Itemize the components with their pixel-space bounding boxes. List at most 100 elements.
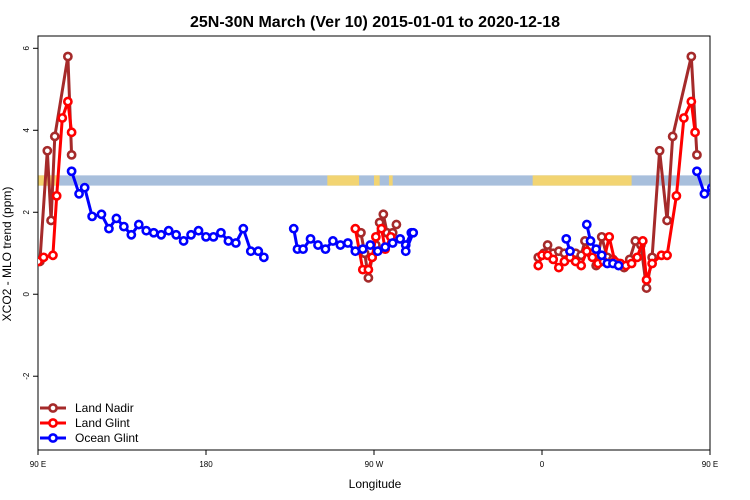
y-tick-label: 0 [22,291,31,296]
data-point [126,229,137,240]
data-point [542,240,553,250]
data-point [395,234,406,244]
data-point [690,127,700,138]
data-point [111,213,122,224]
data-point [647,258,658,269]
data-point [626,258,637,269]
data-point [596,250,607,261]
x-tick-label: 90 E [702,460,718,469]
data-point [641,283,652,293]
map-band-land [374,175,380,186]
data-point [738,215,745,222]
data-point [662,215,672,226]
data-point [533,260,544,271]
data-point [245,246,256,257]
data-point [363,264,374,275]
data-point [367,252,378,263]
data-point [706,183,710,193]
data-point [171,229,182,240]
data-point [48,250,58,261]
data-point [238,223,249,234]
data-point [208,231,219,242]
data-point [38,252,49,263]
data-point [576,260,587,271]
series-land-glint [38,96,700,285]
chart-title: 25N-30N March (Ver 10) 2015-01-01 to 202… [190,14,560,31]
data-point [746,223,750,230]
legend-label: Land Glint [75,416,130,430]
legend-marker [48,418,58,428]
data-point [62,96,73,107]
data-point [731,225,738,232]
data-point [51,190,62,201]
data-point [141,225,152,236]
data-point [662,250,672,261]
data-point [363,272,374,283]
data-point [548,254,559,265]
data-point [723,211,730,218]
data-point [79,182,90,193]
data-point [320,244,331,255]
map-band [38,175,710,186]
y-tick-label: 6 [22,46,31,51]
map-band-land [327,175,360,186]
data-point [49,131,60,142]
data-point [335,240,346,250]
series-line [38,55,74,262]
data-point [62,51,73,62]
y-tick-label: 2 [22,209,31,214]
data-point [305,234,316,244]
legend-marker [48,433,58,443]
x-tick-label: 90 E [30,460,46,469]
y-tick-label: 4 [22,128,31,133]
data-point [298,244,308,255]
data-point [370,231,381,242]
data-point [288,223,299,234]
data-point [585,236,596,246]
data-point [553,262,564,273]
data-point [716,213,723,220]
data-point [632,252,643,263]
data-point [133,219,144,230]
data-point [613,260,624,271]
data-point [678,113,689,123]
data-point [391,219,402,230]
data-point [654,145,665,156]
data-point [561,234,572,244]
data-point [581,219,592,230]
data-point [223,236,234,246]
data-point [400,246,411,257]
data-point [372,246,383,257]
x-tick-label: 90 W [365,460,384,469]
data-point [328,236,338,246]
data-point [692,149,702,160]
x-tick-label: 0 [540,460,545,469]
data-point [686,96,697,107]
map-band-land [388,175,393,186]
data-point [591,244,602,255]
y-tick-label: -2 [22,372,31,380]
legend-label: Land Nadir [75,401,134,415]
data-point [57,113,68,123]
data-point [313,240,323,250]
data-point [565,246,575,257]
data-point [587,252,598,263]
x-tick-label: 180 [199,460,213,469]
data-point [216,227,226,238]
data-point [193,225,204,236]
data-point [667,131,678,142]
data-point [253,246,264,257]
data-point [66,127,77,138]
x-axis-label: Longitude [349,477,402,491]
data-point [156,229,167,240]
data-point [376,223,387,234]
data-point [637,236,648,246]
data-point [350,246,361,257]
data-point [66,149,77,160]
data-point [408,227,419,238]
data-point [596,231,607,242]
data-point [186,229,196,240]
data-point [96,209,107,220]
